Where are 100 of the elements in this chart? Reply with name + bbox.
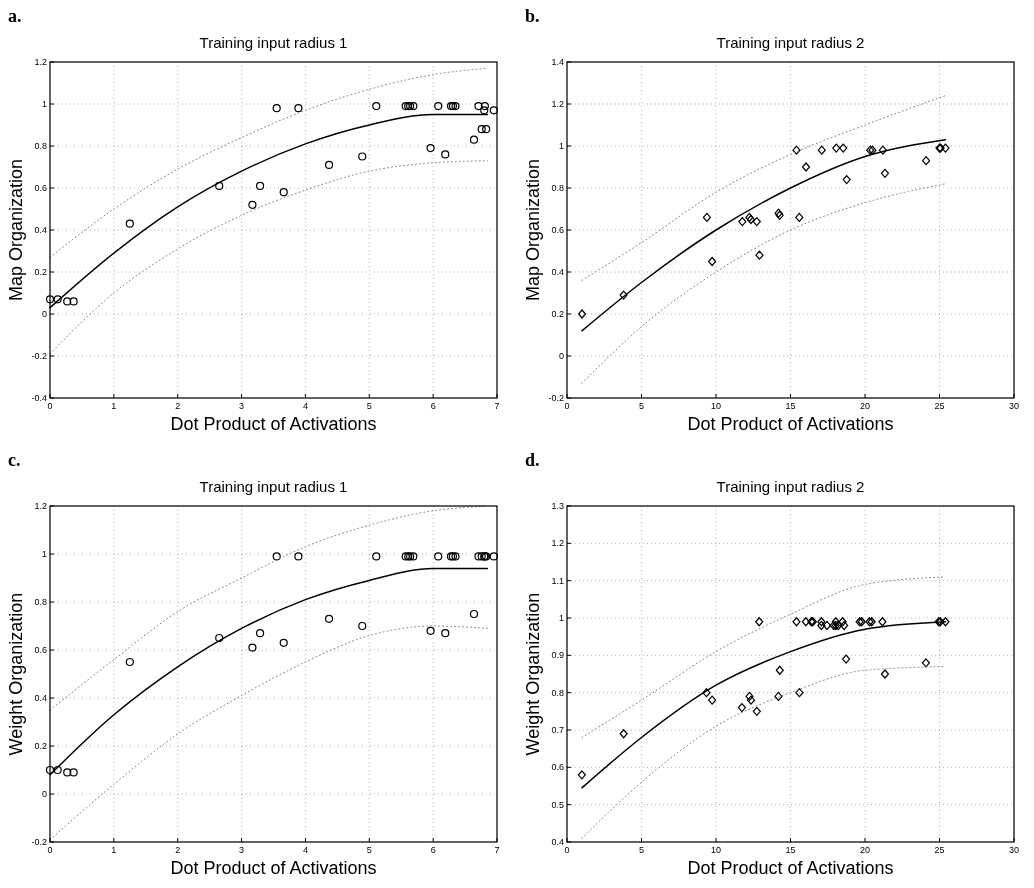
y-tick-label: 0.8: [34, 597, 47, 607]
point: [53, 765, 62, 775]
point: [702, 688, 711, 698]
point: [840, 620, 849, 631]
point: [63, 297, 72, 306]
point: [474, 552, 483, 561]
x-tick-label: 6: [430, 845, 436, 855]
point: [372, 552, 381, 561]
point: [441, 629, 450, 638]
y-tick-label: -0.2: [548, 393, 564, 403]
x-tick-label: 30: [1008, 845, 1020, 855]
x-axis-title: Dot Product of Activations: [687, 414, 894, 434]
y-tick-label: 0: [558, 351, 564, 361]
x-tick-label: 25: [934, 401, 945, 411]
point: [880, 168, 890, 178]
y-tick-label: 1.2: [551, 538, 564, 549]
point: [738, 217, 747, 227]
chart-title: Training input radius 2: [716, 478, 865, 495]
y-tick-label: 0.6: [551, 225, 564, 235]
point: [409, 102, 418, 111]
point: [801, 617, 810, 627]
y-tick-label: 1: [558, 613, 564, 623]
point: [921, 156, 931, 166]
point: [255, 181, 265, 190]
point: [619, 729, 628, 739]
x-tick-label: 2: [175, 401, 181, 411]
point: [69, 768, 78, 777]
point: [426, 144, 435, 153]
y-tick-label: 0.4: [551, 267, 564, 277]
x-tick-label: 5: [638, 845, 645, 855]
y-tick-label: 0.7: [551, 725, 564, 735]
point: [880, 669, 890, 679]
point: [279, 638, 288, 647]
y-tick-label: 0.2: [34, 741, 47, 751]
point: [619, 290, 628, 300]
point: [775, 665, 784, 675]
point: [842, 175, 851, 185]
point: [702, 212, 712, 222]
point: [272, 552, 281, 561]
x-axis-title: Dot Product of Activations: [687, 858, 894, 878]
point: [480, 102, 489, 111]
y-tick-label: 0.8: [551, 183, 564, 193]
point: [752, 217, 761, 227]
y-tick-label: 0: [41, 789, 47, 799]
point: [372, 102, 381, 111]
point: [489, 106, 498, 115]
point: [878, 617, 887, 627]
point: [745, 212, 754, 222]
point: [324, 614, 334, 623]
y-tick-label: -0.2: [31, 351, 47, 361]
y-tick-label: 0: [41, 309, 47, 319]
line-series: [581, 666, 946, 839]
point: [469, 135, 479, 144]
x-tick-label: 15: [785, 401, 796, 411]
point: [832, 143, 841, 153]
y-tick-label: 0.4: [34, 225, 47, 235]
y-tick-label: 1.2: [34, 57, 47, 67]
point: [215, 181, 224, 190]
point: [801, 162, 811, 172]
point: [482, 125, 491, 134]
x-tick-label: 10: [710, 401, 722, 411]
y-tick-label: 0.2: [551, 309, 564, 319]
y-tick-label: 1.4: [551, 57, 564, 67]
point: [451, 552, 460, 561]
y-tick-label: 0.5: [551, 799, 564, 810]
point: [817, 617, 826, 627]
point: [792, 617, 801, 627]
point: [294, 552, 303, 561]
line-series: [581, 576, 946, 738]
x-axis-title: Dot Product of Activations: [170, 858, 377, 878]
x-tick-label: 6: [430, 401, 436, 411]
point: [434, 552, 443, 561]
point: [774, 691, 783, 701]
text: c.: [8, 450, 21, 470]
point: [477, 552, 486, 561]
x-tick-label: 30: [1008, 401, 1020, 411]
chart-title: Training input radius 1: [199, 34, 348, 51]
x-tick-label: 5: [366, 401, 372, 411]
point: [401, 552, 410, 561]
y-tick-label: 1: [558, 141, 564, 151]
point: [822, 620, 832, 631]
point: [358, 621, 367, 631]
point: [708, 256, 717, 267]
y-tick-label: 0.4: [34, 693, 47, 703]
point: [248, 200, 257, 209]
y-tick-label: 1.3: [551, 501, 564, 511]
chart-title: Training input radius 2: [716, 34, 865, 51]
point: [255, 629, 265, 638]
y-tick-label: 1: [41, 99, 47, 109]
point: [294, 104, 303, 113]
y-tick-label: 0.4: [551, 837, 564, 847]
point: [737, 703, 747, 713]
y-axis-title: Map Organization: [523, 158, 543, 302]
point: [841, 654, 851, 664]
point: [125, 657, 134, 667]
line-series: [581, 183, 946, 384]
point: [63, 768, 72, 777]
point: [817, 620, 826, 631]
point: [409, 552, 418, 561]
y-tick-label: 1.2: [34, 501, 47, 511]
